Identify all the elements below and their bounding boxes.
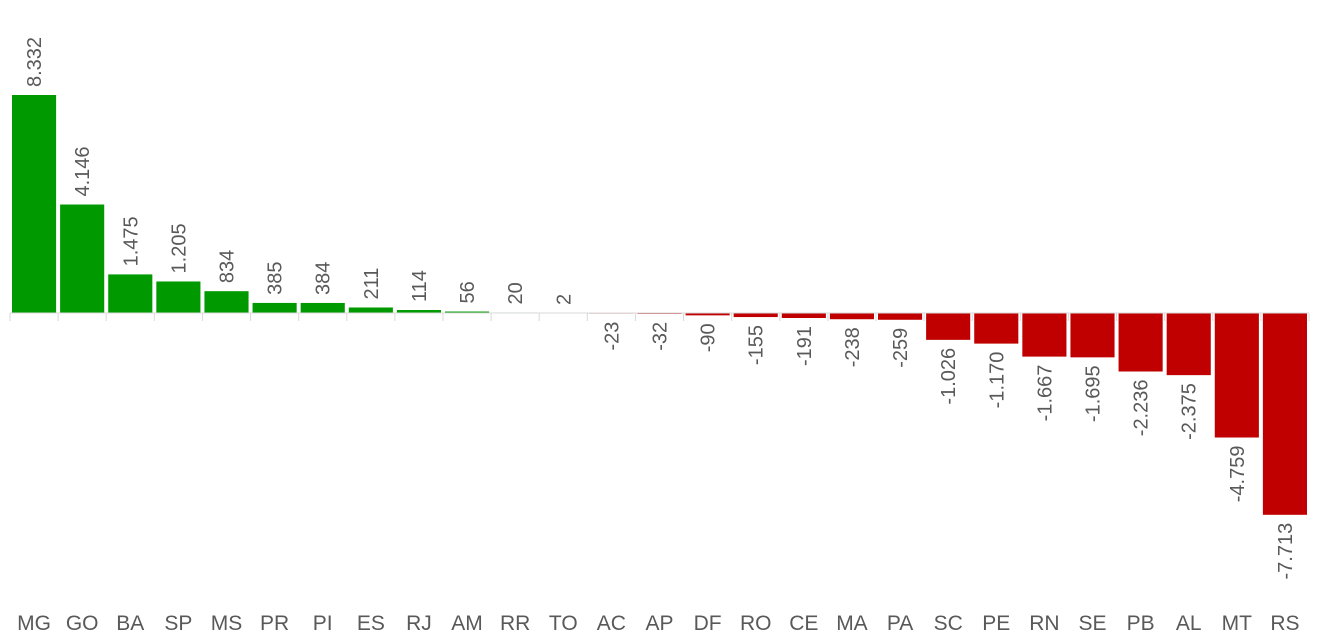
- tick-label-pb: PB: [1127, 612, 1155, 635]
- tick-label-am: AM: [451, 612, 483, 635]
- data-label-mt: -4.759: [1227, 446, 1249, 503]
- data-label-pa: -259: [890, 328, 912, 368]
- bar-al: [1166, 313, 1211, 376]
- data-label-rr: 20: [505, 282, 527, 304]
- tick-label-pe: PE: [982, 612, 1010, 635]
- tick-label-ma: MA: [836, 612, 868, 635]
- data-label-ce: -191: [794, 326, 816, 366]
- bar-pi: [300, 302, 345, 313]
- bar-am: [445, 311, 490, 313]
- tick-label-mg: MG: [17, 612, 51, 635]
- data-label-rj: 114: [409, 270, 431, 302]
- tick-label-ap: AP: [645, 612, 673, 635]
- data-label-am: 56: [457, 281, 479, 303]
- bar-es: [348, 307, 393, 313]
- bar-rn: [1022, 313, 1067, 357]
- data-label-es: 211: [361, 268, 383, 300]
- bar-ba: [108, 274, 153, 313]
- tick-label-ac: AC: [597, 612, 626, 635]
- data-label-pi: 384: [313, 262, 335, 295]
- tick-label-rn: RN: [1029, 612, 1059, 635]
- bar-pe: [974, 313, 1019, 344]
- bar-sc: [926, 313, 971, 340]
- data-label-rn: -1.667: [1034, 365, 1056, 422]
- data-label-ba: 1.475: [120, 216, 142, 266]
- bar-ms: [204, 291, 249, 313]
- bar-pa: [878, 313, 923, 320]
- tick-label-ro: RO: [740, 612, 772, 635]
- data-label-pr: 385: [265, 262, 287, 295]
- bar-ma: [829, 313, 874, 320]
- tick-label-go: GO: [66, 612, 99, 635]
- tick-label-to: TO: [549, 612, 578, 635]
- bar-mt: [1214, 313, 1259, 438]
- data-label-pe: -1.170: [986, 352, 1008, 409]
- data-label-se: -1.695: [1083, 365, 1105, 422]
- data-label-to: 2: [553, 294, 575, 305]
- tick-label-df: DF: [694, 612, 722, 635]
- data-label-rs: -7.713: [1275, 523, 1297, 580]
- tick-label-pi: PI: [313, 612, 333, 635]
- data-labels-group: 8.332 4.146 1.475 1.205 834 385 384 211 114 56 20 2…: [24, 37, 1297, 580]
- data-label-sc: -1.026: [938, 348, 960, 405]
- bar-pr: [252, 302, 297, 313]
- tick-labels-group: MG GO BA SP MS PR PI ES RJ AM RR TO AC AP DF RO CE MA PA SC…: [17, 612, 1299, 635]
- bar-go: [60, 204, 105, 313]
- data-label-ap: -32: [650, 322, 672, 351]
- bar-ce: [781, 313, 826, 318]
- data-label-pb: -2.236: [1131, 380, 1153, 437]
- tick-label-rj: RJ: [406, 612, 432, 635]
- data-label-df: -90: [698, 323, 720, 352]
- bar-rj: [396, 310, 441, 313]
- bar-rs: [1262, 313, 1307, 515]
- tick-label-pr: PR: [260, 612, 289, 635]
- tick-label-sc: SC: [934, 612, 963, 635]
- tick-label-mt: MT: [1222, 612, 1252, 635]
- data-label-ma: -238: [842, 327, 864, 367]
- bar-pb: [1118, 313, 1163, 372]
- tick-label-sp: SP: [164, 612, 192, 635]
- tick-label-rr: RR: [500, 612, 530, 635]
- tick-label-al: AL: [1176, 612, 1202, 635]
- bar-mg: [12, 95, 57, 313]
- bar-sp: [156, 281, 201, 313]
- data-label-sp: 1.205: [168, 223, 190, 273]
- data-label-al: -2.375: [1179, 383, 1201, 440]
- tick-label-pa: PA: [887, 612, 913, 635]
- data-label-ms: 834: [217, 250, 239, 283]
- category-axis: [9, 312, 1310, 321]
- data-label-go: 4.146: [72, 146, 94, 196]
- tick-label-ce: CE: [789, 612, 818, 635]
- data-label-ac: -23: [601, 322, 623, 351]
- tick-label-rs: RS: [1270, 612, 1299, 635]
- tick-label-es: ES: [357, 612, 385, 635]
- data-label-ro: -155: [746, 325, 768, 365]
- tick-label-ba: BA: [116, 612, 144, 635]
- bar-ro: [733, 313, 778, 318]
- bar-se: [1070, 313, 1115, 358]
- bars-group: [12, 95, 1307, 515]
- tick-label-ms: MS: [211, 612, 243, 635]
- bar-df: [685, 313, 730, 316]
- tick-label-se: SE: [1078, 612, 1106, 635]
- data-label-mg: 8.332: [24, 37, 46, 87]
